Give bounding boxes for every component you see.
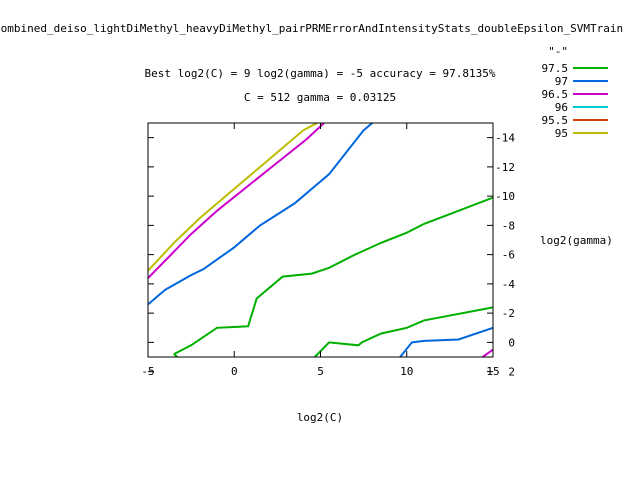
x-tick-label: 10 (400, 365, 413, 378)
y-tick-label: 0 (508, 336, 515, 349)
contour-line-97-5 (313, 306, 493, 357)
y-tick-label: -4 (502, 278, 516, 291)
y-axis: -14 -12 -10 -8 -6 -4 -2 0 2 (148, 132, 515, 379)
plot-frame (147, 122, 494, 358)
x-axis-label: log2(C) (297, 411, 343, 424)
y-tick-label: -2 (502, 307, 515, 320)
chart-subtitle-params: C = 512 gamma = 0.03125 (244, 91, 396, 104)
y-tick-label: -12 (495, 161, 515, 174)
contour-line-97 (353, 366, 381, 370)
legend-label: 96.5 (542, 88, 569, 101)
y-tick-label: 2 (508, 366, 515, 379)
legend-label: 97 (555, 75, 568, 88)
x-tick-label: 0 (231, 365, 238, 378)
legend-label: 96 (555, 101, 568, 114)
legend-label: 95 (555, 127, 568, 140)
plot-area (148, 123, 493, 370)
contour-line-97 (398, 326, 493, 357)
contour-line-97 (148, 123, 373, 306)
y-tick-label: -6 (502, 249, 515, 262)
legend-label: 95.5 (542, 114, 569, 127)
y-tick-label: -10 (495, 190, 515, 203)
contour-line-95 (148, 123, 318, 272)
y-tick-label: -14 (495, 132, 515, 145)
contour-line-97-5 (173, 196, 493, 355)
contour-line-96-5 (148, 123, 325, 279)
y-tick-label: -8 (502, 219, 515, 232)
chart-title: combined_deiso_lightDiMethyl_heavyDiMeth… (0, 22, 623, 35)
x-tick-label: 5 (317, 365, 324, 378)
contour-line-96-5 (482, 348, 493, 357)
legend-title: "-" (548, 45, 568, 58)
y-axis-label: log2(gamma) (540, 234, 613, 247)
chart-subtitle-best: Best log2(C) = 9 log2(gamma) = -5 accura… (145, 67, 496, 80)
legend-label: 97.5 (542, 62, 569, 75)
